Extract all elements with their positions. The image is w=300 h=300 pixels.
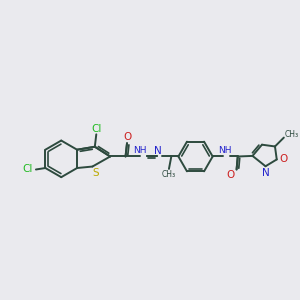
Text: NH: NH	[134, 146, 147, 155]
Text: Cl: Cl	[22, 164, 33, 175]
Text: S: S	[92, 168, 99, 178]
Text: O: O	[124, 132, 132, 142]
Text: O: O	[226, 169, 235, 179]
Text: Cl: Cl	[91, 124, 101, 134]
Text: CH₃: CH₃	[161, 170, 176, 179]
Text: NH: NH	[218, 146, 231, 155]
Text: N: N	[154, 146, 162, 156]
Text: O: O	[280, 154, 288, 164]
Text: CH₃: CH₃	[284, 130, 298, 139]
Text: N: N	[262, 168, 270, 178]
